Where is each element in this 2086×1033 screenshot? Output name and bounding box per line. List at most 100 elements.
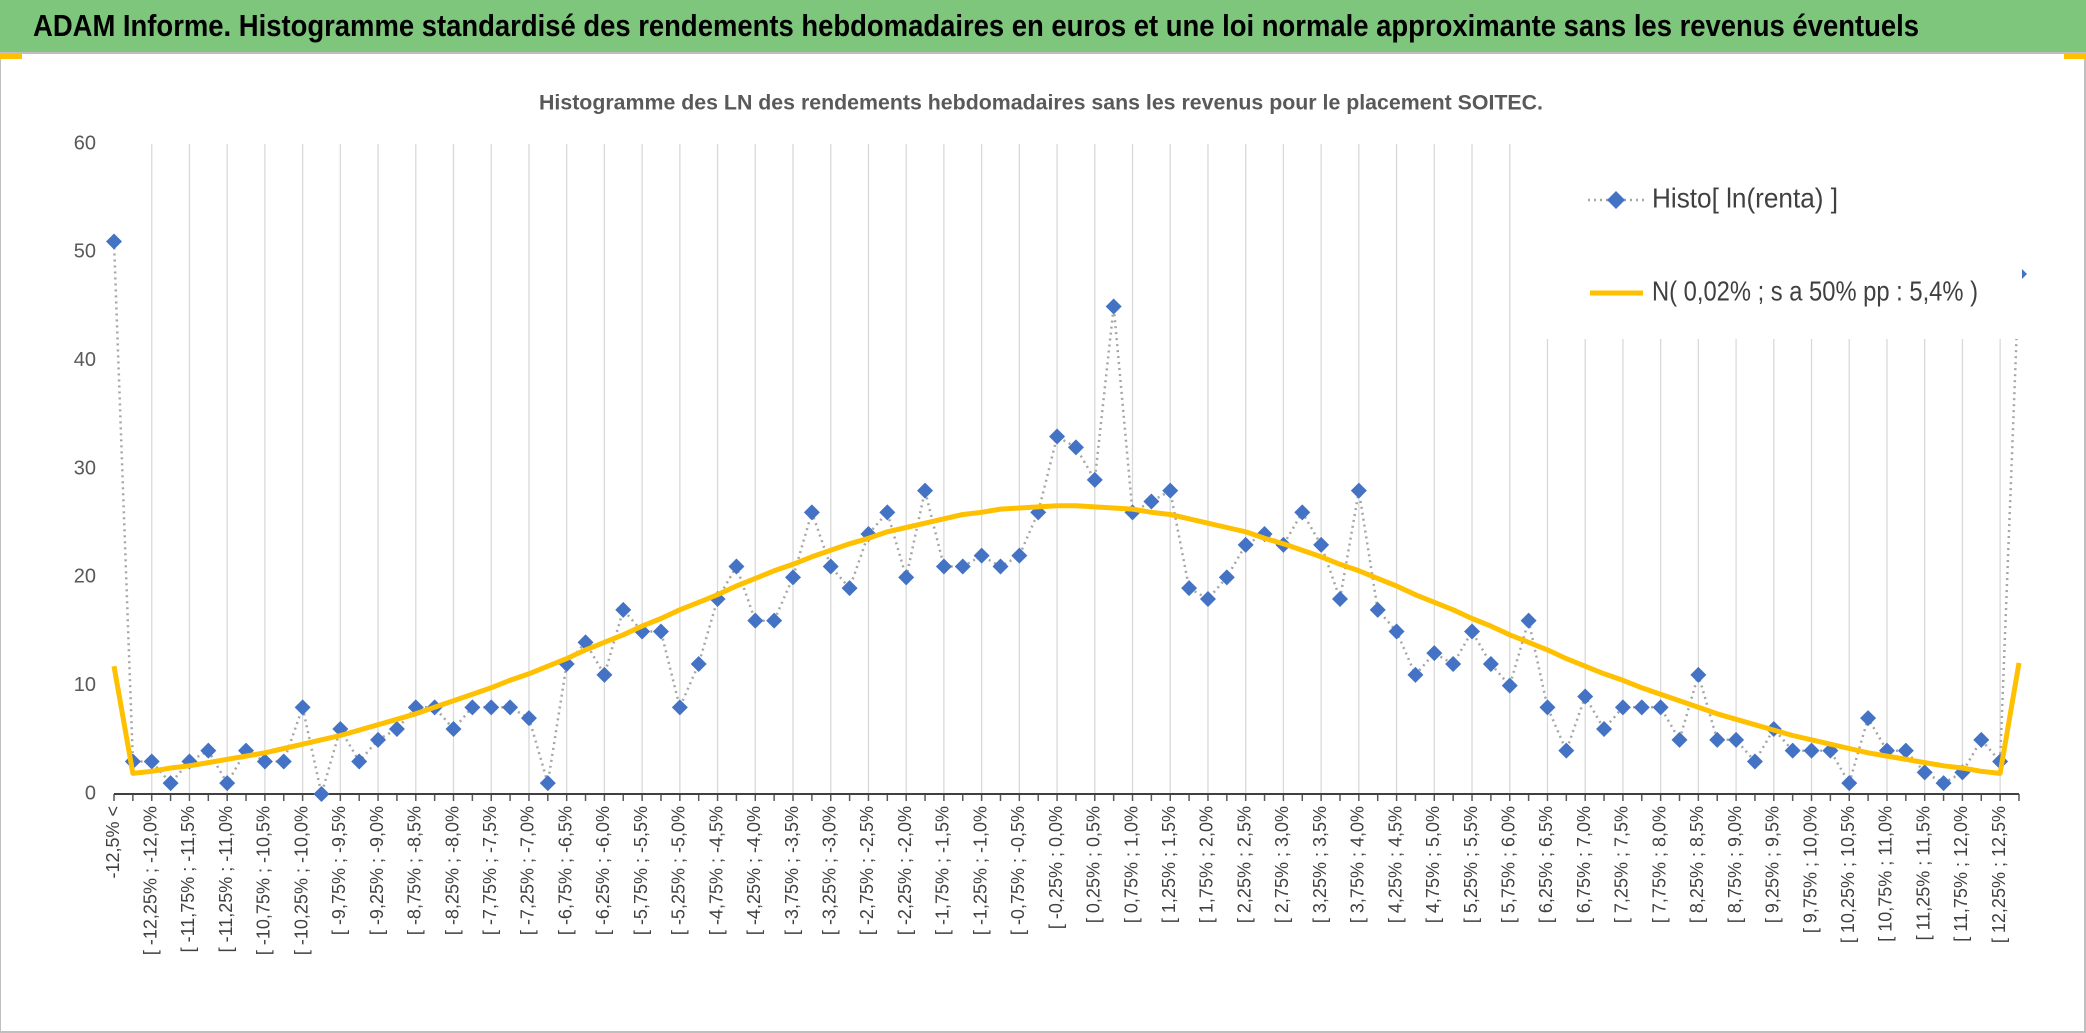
x-tick-label: [ -9,25% ; -9,0% xyxy=(367,806,387,935)
x-tick-label: [ 1,25% ; 1,5% xyxy=(1159,806,1179,923)
data-point xyxy=(747,612,764,629)
data-point xyxy=(370,731,387,748)
data-point xyxy=(162,775,179,792)
data-point xyxy=(1294,504,1311,521)
x-tick-label: [ -4,25% ; -4,0% xyxy=(744,806,764,935)
data-point xyxy=(935,558,952,575)
data-point xyxy=(1407,666,1424,683)
data-point xyxy=(313,786,330,802)
data-point xyxy=(1143,493,1160,510)
x-tick-label: [ -6,25% ; -6,0% xyxy=(593,806,613,935)
data-point xyxy=(445,721,462,737)
data-point xyxy=(785,569,802,586)
x-tick-label: [ -3,25% ; -3,0% xyxy=(819,806,839,935)
data-point xyxy=(1445,656,1462,672)
corner xyxy=(0,53,22,59)
data-point xyxy=(766,612,783,629)
data-point xyxy=(615,601,632,618)
data-point xyxy=(652,623,669,640)
y-tick-label: 20 xyxy=(74,566,96,588)
data-point xyxy=(841,580,858,597)
data-point xyxy=(1331,591,1348,607)
x-tick-label: [ -0,75% ; -0,5% xyxy=(1008,806,1028,935)
data-point xyxy=(803,504,820,521)
data-point xyxy=(1633,699,1650,716)
x-tick-label: [ -7,75% ; -7,5% xyxy=(480,806,500,935)
data-point xyxy=(1181,580,1198,597)
data-point xyxy=(1690,666,1707,683)
data-point xyxy=(1426,645,1443,662)
x-tick-label: [ 4,75% ; 5,0% xyxy=(1423,806,1443,923)
x-tick-label: [ -5,75% ; -5,5% xyxy=(631,806,651,935)
x-tick-label: [ 5,75% ; 6,0% xyxy=(1498,806,1518,923)
data-point xyxy=(1973,731,1990,748)
x-tick-label: [ 3,25% ; 3,5% xyxy=(1310,806,1330,923)
data-point xyxy=(1558,742,1575,759)
data-point xyxy=(1671,731,1688,748)
legend-label: N( 0,02% ; s a 50% pp : 5,4% ) xyxy=(1652,275,1978,306)
chart-title: Histogramme des LN des rendements hebdom… xyxy=(539,92,1543,115)
data-point xyxy=(879,504,896,521)
x-tick-label: -12,5% < xyxy=(103,806,123,879)
y-tick-label: 30 xyxy=(74,457,96,479)
x-tick-label: [ 11,75% ; 12,0% xyxy=(1951,806,1971,942)
x-tick-label: [ -1,75% ; -1,5% xyxy=(933,806,953,935)
x-tick-label: [ 10,25% ; 10,5% xyxy=(1838,806,1858,943)
data-point xyxy=(1916,764,1933,781)
x-tick-label: [ -2,25% ; -2,0% xyxy=(895,806,915,935)
data-point xyxy=(1709,731,1726,748)
data-point xyxy=(690,656,707,672)
data-point xyxy=(822,558,839,575)
y-tick-label: 40 xyxy=(74,349,96,371)
x-tick-label: [ 0,75% ; 1,0% xyxy=(1121,806,1141,923)
data-point xyxy=(1652,699,1669,716)
x-tick-label: [ 8,75% ; 9,0% xyxy=(1725,806,1745,923)
data-point xyxy=(1313,536,1330,553)
data-point xyxy=(219,775,236,792)
x-tick-label: [ -6,75% ; -6,5% xyxy=(555,806,575,935)
data-point xyxy=(1388,623,1405,640)
data-point xyxy=(954,558,971,575)
data-point xyxy=(1369,601,1386,618)
x-tick-label: [ -1,25% ; -1,0% xyxy=(970,806,990,935)
data-point xyxy=(1464,623,1481,640)
data-point xyxy=(728,558,745,575)
data-point xyxy=(1935,775,1952,792)
data-point xyxy=(483,699,500,716)
data-point xyxy=(351,753,368,770)
x-tick-label: [ 8,25% ; 8,5% xyxy=(1687,806,1707,923)
x-tick-label: [ -10,25% ; -10,0% xyxy=(291,806,311,955)
x-tick-label: [ 2,75% ; 3,0% xyxy=(1272,806,1292,923)
legend-label: Histo[ ln(renta) ] xyxy=(1652,182,1838,213)
x-tick-label: [ 3,75% ; 4,0% xyxy=(1348,806,1368,923)
x-tick-label: [ -11,75% ; -11,5% xyxy=(178,806,198,952)
data-point xyxy=(671,699,688,716)
series-line xyxy=(111,503,2022,776)
data-point xyxy=(539,775,556,792)
x-tick-label: [ -3,75% ; -3,5% xyxy=(782,806,802,935)
page-title: ADAM Informe. Histogramme standardisé de… xyxy=(33,8,1919,43)
x-tick-label: [ -5,25% ; -5,0% xyxy=(669,806,689,935)
legend-marker xyxy=(1607,191,1625,209)
x-tick-label: [ -7,25% ; -7,0% xyxy=(518,806,538,935)
x-tick-label: [ 0,25% ; 0,5% xyxy=(1084,806,1104,923)
data-point xyxy=(1577,688,1594,705)
x-tick-label: [ 9,75% ; 10,0% xyxy=(1800,806,1820,933)
data-point xyxy=(1105,298,1122,315)
data-point xyxy=(992,558,1009,575)
corner xyxy=(2064,53,2086,59)
x-tick-label: [ 6,75% ; 7,0% xyxy=(1574,806,1594,923)
y-tick-label: 60 xyxy=(74,132,96,154)
data-point xyxy=(1086,471,1103,488)
data-point xyxy=(898,569,915,586)
data-point xyxy=(294,699,311,716)
data-point xyxy=(1841,775,1858,792)
x-tick-label: [ 1,75% ; 2,0% xyxy=(1197,806,1217,923)
data-point xyxy=(1049,428,1066,445)
data-point xyxy=(1218,569,1235,586)
x-tick-label: [ 5,25% ; 5,5% xyxy=(1461,806,1481,923)
x-tick-label: [ 10,75% ; 11,0% xyxy=(1876,806,1896,942)
data-point xyxy=(1539,699,1556,716)
legend-box xyxy=(1543,133,2022,339)
data-point xyxy=(1162,482,1179,499)
